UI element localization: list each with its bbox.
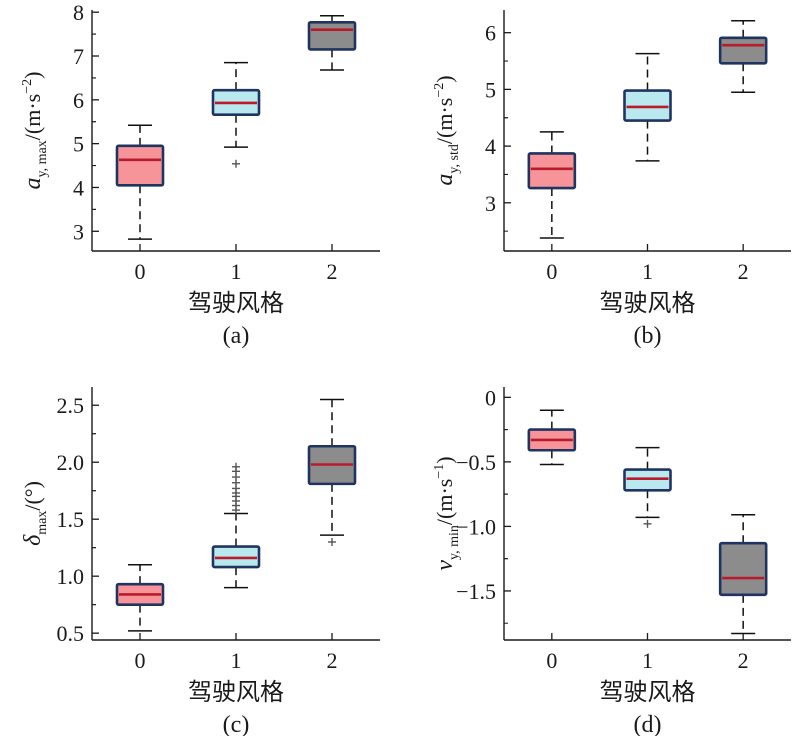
y-tick-label: 6 [73,88,84,113]
flier [643,519,652,528]
y-tick-label: 1.5 [57,507,85,532]
y-label-unit: /(°) [20,481,45,511]
y-label-close: ) [20,72,45,79]
y-label-exponent: −2 [20,79,35,94]
box-body [718,541,768,597]
y-label-subscript: y, std [447,144,462,173]
y-axis-label: ay, std/(m·s−2) [432,75,462,185]
box-body [307,20,357,51]
y-tick-label: 4 [485,134,496,159]
chart-panel-3: 0.5 1.0 1.5 2.0 2.5 0 1 2 驾驶风格 (c) δmax/(°) [20,387,380,736]
box-body [115,144,165,187]
flier [232,462,240,471]
y-tick-label: 7 [73,44,84,69]
y-tick-label: 6 [485,21,496,46]
y-label-subscript: max [35,511,50,535]
box-1 [211,61,261,168]
box-2 [307,398,357,546]
x-tick-label: 0 [135,648,146,673]
y-label-unit: /(m·s [20,94,45,140]
y-tick-label: 5 [485,77,496,102]
y-tick-label: 4 [73,175,84,200]
y-label-exponent: −2 [432,83,447,98]
x-tick-label: 0 [135,259,146,284]
x-axis-label: 驾驶风格 [188,289,284,317]
y-label-subscript: y, max [35,140,50,177]
y-axis-label: δmax/(°) [20,481,50,546]
box-body [623,89,672,122]
y-tick-label: −1.0 [456,514,496,539]
y-axis-label: vy, min/(m·s−1) [432,456,462,570]
y-tick-label: 8 [73,0,84,25]
y-tick-label: −1.5 [456,579,496,604]
x-tick-label: 0 [546,259,557,284]
y-label-close: ) [432,456,457,463]
box-0 [527,409,577,466]
box-0 [115,564,165,632]
x-tick-label: 2 [738,648,749,673]
x-axis-label: 驾驶风格 [600,678,696,706]
y-label-unit: /(m·s [432,479,457,525]
y-label-subscript: y, min [447,525,462,560]
chart-panel-2: 3 4 5 6 0 1 2 驾驶风格 (b) ay, std/(m·s−2) [432,10,791,349]
box-1 [211,462,261,589]
x-tick-label: 2 [327,648,338,673]
chart-panel-4: 0 −0.5 −1.0 −1.5 0 1 2 驾驶风格 (d) vy, min/(m·s−1) [432,385,791,736]
y-label-symbol: δ [20,534,46,546]
x-axis-label: 驾驶风格 [600,289,696,317]
y-label-close: ) [432,75,457,82]
box-0 [115,124,165,240]
y-axis-label: ay, max/(m·s−2) [20,72,50,190]
y-tick-label: 3 [485,191,496,216]
x-tick-label: 0 [546,648,557,673]
y-tick-label: 3 [73,219,84,244]
y-tick-label: 0.5 [57,621,85,646]
panel-caption: (b) [634,323,662,349]
flier [232,159,240,168]
x-tick-label: 1 [642,259,653,284]
box-2 [718,514,768,635]
box-body [527,152,577,190]
box-2 [307,14,357,71]
y-tick-label: 1.0 [57,564,85,589]
y-label-exponent: −1 [432,464,447,479]
y-label-unit: /(m·s [432,98,457,144]
panel-caption: (a) [223,323,250,349]
box-2 [718,20,768,93]
x-tick-label: 2 [738,259,749,284]
panel-caption: (d) [634,712,662,736]
flier [328,537,336,546]
y-label-symbol: a [20,177,46,189]
panel-caption: (c) [223,712,250,736]
y-label-symbol: a [432,174,458,186]
x-tick-label: 1 [231,259,242,284]
y-tick-label: 5 [73,132,84,157]
y-tick-label: 0 [485,385,496,410]
x-axis-label: 驾驶风格 [188,678,284,706]
x-tick-label: 1 [642,648,653,673]
box-body [718,36,768,65]
chart-panel-1: 3 4 5 6 7 8 0 1 2 驾驶风格 (a) ay, max/(m·s−2) [20,0,380,349]
box-1 [623,446,672,528]
x-tick-label: 1 [231,648,242,673]
y-tick-label: 2.5 [57,393,85,418]
y-label-symbol: v [432,560,458,571]
x-tick-label: 2 [327,259,338,284]
y-tick-label: −0.5 [456,450,496,475]
box-1 [623,52,672,162]
y-tick-label: 2.0 [57,450,85,475]
box-0 [527,131,577,239]
